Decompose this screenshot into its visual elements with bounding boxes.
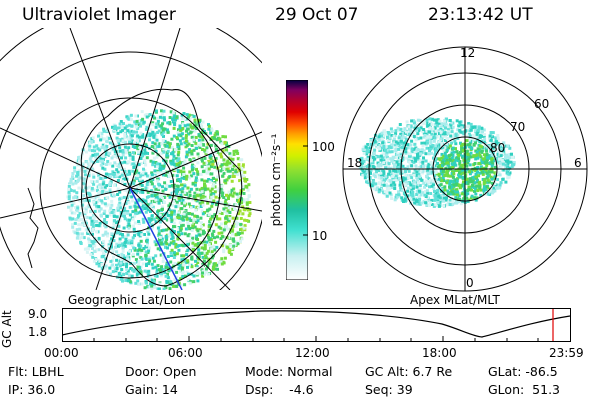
filter-value: Flt: LBHL [8, 364, 64, 379]
altitude-max-label: 9.0 [28, 307, 48, 321]
mode-value: Mode: Normal [245, 364, 333, 379]
altitude-plot-ticks [93, 336, 539, 342]
ip-value: IP: 36.0 [8, 382, 56, 397]
latitude-circle-80 [85, 143, 175, 233]
dsp-value: Dsp: -4.6 [245, 382, 314, 397]
mlt-label-12: 12 [460, 46, 476, 60]
meridian-lines [0, 28, 262, 290]
altitude-curve [62, 310, 571, 338]
mlt-label-6: 6 [574, 156, 582, 170]
left-image-pixels [66, 109, 252, 290]
mlat-label-70: 70 [510, 120, 526, 134]
mlt-label-18: 18 [347, 156, 363, 170]
mlt-label-0: 0 [466, 276, 474, 290]
color-bar [286, 80, 308, 280]
time-tick-2359: 23:59 [549, 346, 584, 360]
gain-value: Gain: 14 [125, 382, 178, 397]
color-bar-unit: photon cm⁻²s⁻¹ [269, 133, 283, 227]
observation-time: 23:13:42 UT [428, 5, 533, 25]
geographic-longitude: GLon: 51.3 [488, 382, 560, 397]
geographic-latitude: GLat: -86.5 [488, 364, 558, 379]
right-image-pixels [358, 117, 516, 208]
magnetic-polar-map [342, 46, 588, 292]
mlat-label-80: 80 [490, 141, 506, 155]
latitude-circle-70 [39, 97, 221, 279]
gc-altitude-value: GC Alt: 6.7 Re [365, 364, 453, 379]
coastline-south-america [27, 187, 39, 269]
right-map-caption: Apex MLat/MLT [410, 293, 500, 307]
time-tick-0000: 00:00 [44, 346, 79, 360]
mlat-label-60: 60 [534, 97, 550, 111]
time-tick-1200: 12:00 [295, 346, 330, 360]
color-bar-gradient [286, 80, 308, 280]
altitude-min-label: 1.8 [28, 325, 48, 339]
door-status: Door: Open [125, 364, 197, 379]
geographic-map [0, 28, 262, 290]
left-map-caption: Geographic Lat/Lon [68, 293, 186, 307]
altitude-axis-label: GC Alt [0, 310, 14, 348]
sequence-value: Seq: 39 [365, 382, 413, 397]
altitude-plot [62, 308, 571, 342]
subsolar-meridian-line [129, 187, 183, 290]
time-tick-1800: 18:00 [422, 346, 457, 360]
time-tick-0600: 06:00 [168, 346, 203, 360]
color-bar-label-10: 10 [312, 229, 328, 243]
color-bar-label-100: 100 [312, 140, 335, 154]
coastline-antarctica [80, 88, 243, 287]
instrument-title: Ultraviolet Imager [22, 5, 176, 25]
observation-date: 29 Oct 07 [275, 5, 359, 25]
latitude-circle-60 [0, 51, 262, 290]
